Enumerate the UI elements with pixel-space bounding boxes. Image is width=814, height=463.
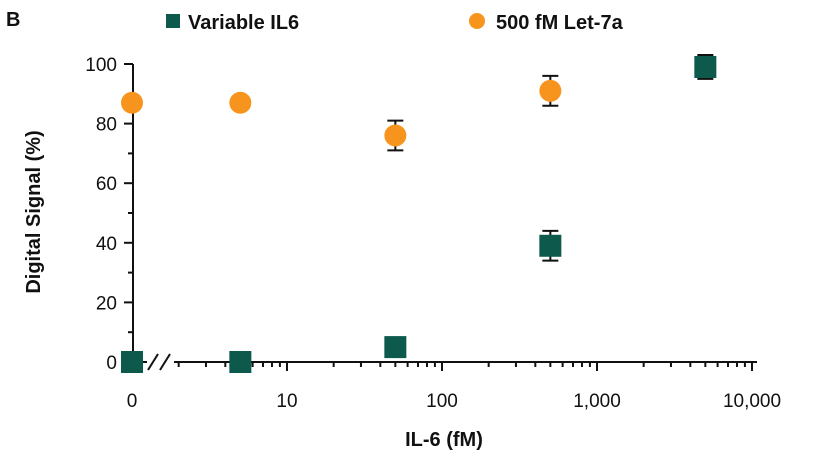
y-tick-label: 100 bbox=[85, 55, 117, 76]
x-tick-label: 10 bbox=[276, 391, 297, 412]
plot-area bbox=[121, 54, 717, 373]
data-point-variable-il6 bbox=[229, 351, 252, 373]
data-point-variable-il6 bbox=[539, 234, 562, 257]
axis-break-mark bbox=[147, 353, 159, 371]
data-point-let7a bbox=[229, 91, 252, 114]
y-tick-label: 60 bbox=[96, 174, 117, 195]
data-point-variable-il6 bbox=[384, 336, 407, 359]
data-point-variable-il6 bbox=[121, 351, 143, 373]
axis-break-mark bbox=[159, 353, 171, 371]
x-tick-label: 0 bbox=[127, 391, 138, 412]
x-tick-label: 100 bbox=[426, 391, 458, 412]
y-tick-label: 40 bbox=[96, 234, 117, 255]
data-point-let7a bbox=[121, 91, 143, 114]
y-tick-label: 0 bbox=[106, 353, 117, 374]
legend-swatch-variable-il6 bbox=[166, 14, 180, 28]
data-point-variable-il6 bbox=[694, 55, 717, 78]
legend: Variable IL6 500 fM Let-7a bbox=[166, 12, 624, 34]
panel-label: B bbox=[6, 9, 20, 31]
data-point-let7a bbox=[384, 124, 407, 147]
legend-label-variable-il6: Variable IL6 bbox=[188, 12, 299, 34]
legend-swatch-let7a bbox=[469, 13, 485, 29]
x-tick-label: 1,000 bbox=[573, 391, 621, 412]
axes: 0 20 40 60 80 100 0 10 100 1,000 10,000 bbox=[85, 55, 781, 412]
x-axis-title: IL-6 (fM) bbox=[405, 429, 483, 451]
legend-label-let7a: 500 fM Let-7a bbox=[496, 12, 624, 34]
x-tick-label: 10,000 bbox=[723, 391, 781, 412]
y-axis-title: Digital Signal (%) bbox=[23, 130, 45, 293]
y-tick-label: 20 bbox=[96, 293, 117, 314]
data-point-let7a bbox=[539, 79, 562, 102]
y-tick-label: 80 bbox=[96, 115, 117, 136]
